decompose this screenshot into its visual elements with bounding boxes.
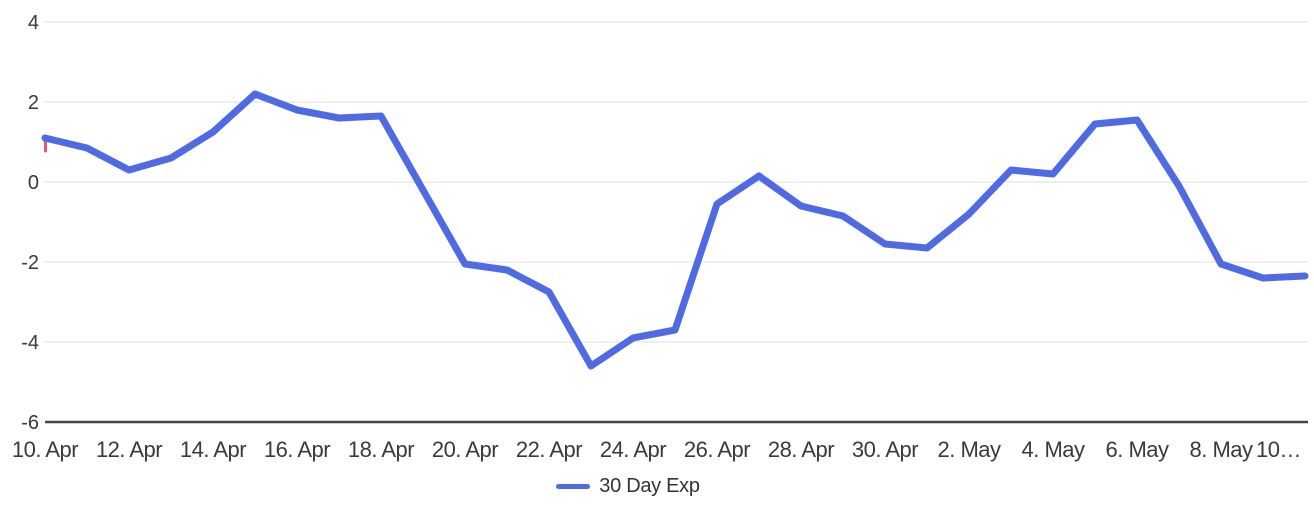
x-tick-label: 24. Apr [600,437,666,462]
y-tick-label: 2 [28,92,39,114]
y-tick-label: -2 [21,252,39,274]
x-tick-label: 4. May [1021,437,1085,462]
x-tick-label: 2. May [937,437,1001,462]
x-tick-label: 30. Apr [852,437,918,462]
series-line-30-day-exp[interactable] [41,90,1309,370]
y-tick-label: -6 [21,412,39,434]
legend: 30 Day Exp [0,474,1314,498]
legend-line-marker [556,483,591,489]
x-tick-label: 22. Apr [516,437,582,462]
x-tick-label: 28. Apr [768,437,834,462]
x-tick-label: 26. Apr [684,437,750,462]
x-tick-label: 12. Apr [96,437,162,462]
x-tick-label: 8. May [1189,437,1253,462]
y-tick-label: 0 [28,172,39,194]
x-tick-label: 10… [1256,437,1301,462]
legend-label: 30 Day Exp [599,475,700,497]
x-tick-label: 6. May [1105,437,1169,462]
y-tick-label: 4 [28,12,39,34]
x-tick-label: 18. Apr [348,437,414,462]
legend-item-30-day-exp[interactable]: 30 Day Exp [556,474,700,498]
x-tick-label: 20. Apr [432,437,498,462]
y-tick-label: -4 [21,332,39,354]
x-tick-label: 16. Apr [264,437,330,462]
x-tick-label: 10. Apr [12,437,78,462]
x-tick-label: 14. Apr [180,437,246,462]
